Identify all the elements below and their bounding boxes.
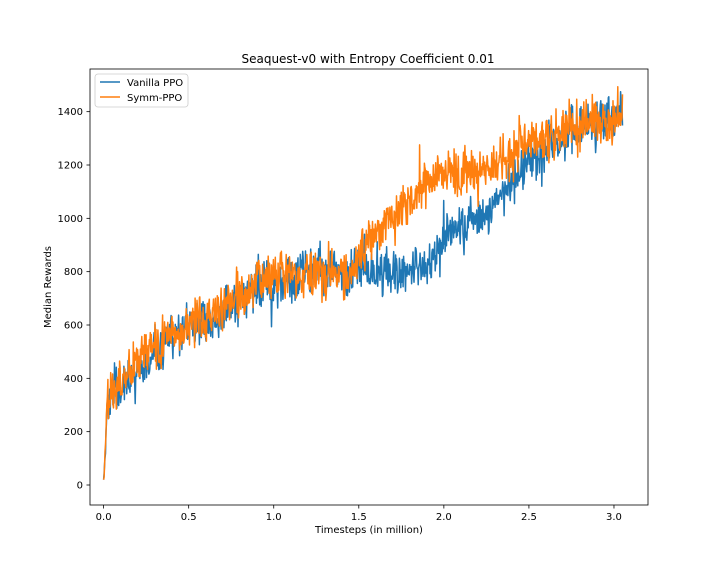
x-tick-label: 2.5 [521, 512, 537, 523]
x-tick-label: 1.5 [351, 512, 367, 523]
series-line-vanilla-ppo [102, 91, 624, 480]
x-tick-label: 3.0 [606, 512, 622, 523]
y-axis-label: Median Rewards [43, 246, 54, 328]
y-axis: 0 200 400 600 800 1000 1200 1400 [58, 107, 90, 492]
y-tick-label: 1400 [58, 107, 83, 118]
x-tick-label: 1.0 [266, 512, 282, 523]
x-tick-label: 0.5 [181, 512, 197, 523]
plot-frame [89, 68, 649, 506]
x-axis-label: Timesteps (in million) [314, 525, 423, 536]
y-tick-label: 1200 [58, 161, 83, 172]
y-tick-label: 1000 [58, 214, 83, 225]
y-tick-label: 200 [64, 427, 83, 438]
x-axis: 0.0 0.5 1.0 1.5 2.0 2.5 3.0 [96, 505, 622, 523]
y-tick-label: 800 [64, 267, 83, 278]
x-tick-label: 0.0 [96, 512, 112, 523]
series-line-symm-ppo [102, 86, 624, 480]
legend-label-vanilla-ppo: Vanilla PPO [127, 78, 183, 89]
legend-label-symm-ppo: Symm-PPO [127, 93, 182, 104]
y-tick-label: 400 [64, 374, 83, 385]
y-tick-label: 600 [64, 321, 83, 332]
legend: Vanilla PPO Symm-PPO [94, 73, 189, 108]
series-layer [102, 86, 624, 480]
y-tick-label: 0 [77, 481, 83, 492]
plot-area [89, 68, 649, 506]
x-tick-label: 2.0 [436, 512, 452, 523]
chart-title: Seaquest-v0 with Entropy Coefficient 0.0… [241, 52, 494, 66]
